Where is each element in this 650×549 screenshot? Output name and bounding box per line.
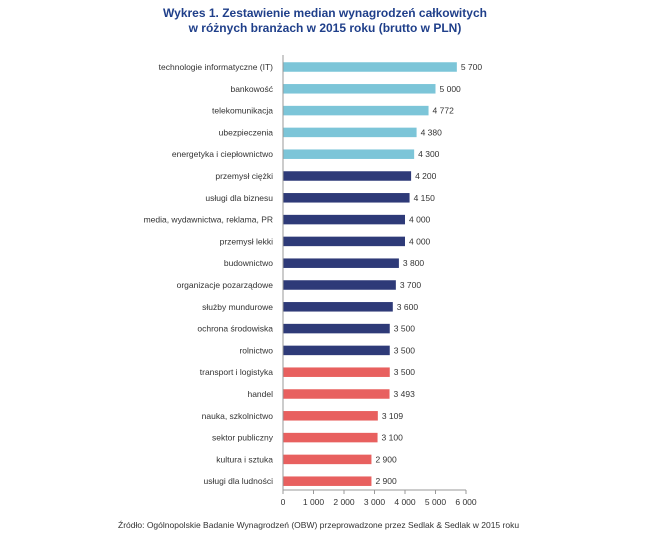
category-label: usługi dla biznesu [205, 193, 273, 203]
x-tick-label: 3 000 [364, 497, 386, 507]
bar [283, 432, 378, 443]
data-label: 3 500 [394, 324, 416, 334]
x-tick-label: 0 [281, 497, 286, 507]
data-label: 3 800 [403, 258, 425, 268]
category-label: transport i logistyka [200, 367, 273, 377]
x-tick-label: 2 000 [333, 497, 355, 507]
data-label: 5 700 [461, 62, 483, 72]
x-tick-label: 4 000 [394, 497, 416, 507]
data-label: 4 200 [415, 171, 437, 181]
data-label: 4 380 [421, 127, 443, 137]
category-label: handel [247, 389, 273, 399]
bar [283, 105, 429, 116]
bar [283, 193, 410, 203]
category-label: nauka, szkolnictwo [202, 411, 274, 421]
category-label: media, wydawnictwa, reklama, PR [144, 215, 273, 225]
bar [283, 323, 390, 334]
category-label: energetyka i ciepłownictwo [172, 149, 273, 159]
x-tick-label: 5 000 [425, 497, 447, 507]
data-label: 3 500 [394, 367, 416, 377]
bar [283, 476, 372, 486]
category-label: przemysł lekki [220, 236, 273, 246]
bar [283, 84, 436, 94]
category-label: organizacje pozarządowe [177, 280, 274, 290]
category-label: służby mundurowe [202, 302, 273, 312]
bar [283, 345, 390, 356]
data-label: 4 300 [418, 149, 440, 159]
category-label: technologie informatyczne (IT) [159, 62, 273, 72]
data-label: 4 150 [414, 193, 436, 203]
data-label: 3 500 [394, 345, 416, 355]
bar [283, 280, 396, 290]
chart-title-line2: w różnych branżach w 2015 roku (brutto w… [188, 21, 462, 35]
category-label: usługi dla ludności [204, 476, 274, 486]
data-label: 3 600 [397, 302, 419, 312]
data-label: 2 900 [375, 476, 397, 486]
data-label: 3 700 [400, 280, 422, 290]
bar [283, 62, 457, 72]
x-tick-label: 1 000 [303, 497, 325, 507]
bar [283, 389, 390, 399]
data-label: 4 772 [433, 106, 455, 116]
category-label: ochrona środowiska [197, 324, 273, 334]
data-label: 3 109 [382, 411, 404, 421]
category-label: ubezpieczenia [219, 127, 274, 137]
data-label: 2 900 [375, 454, 397, 464]
chart-title: Wykres 1. Zestawienie median wynagrodzeń… [0, 6, 650, 36]
category-label: budownictwo [224, 258, 273, 268]
bar [283, 171, 412, 181]
bar [283, 258, 399, 268]
bar [283, 411, 378, 421]
bar [283, 127, 417, 138]
category-label: sektor publiczny [212, 433, 274, 443]
bar [283, 149, 415, 159]
data-label: 3 493 [394, 389, 416, 399]
bar [283, 454, 372, 465]
category-label: przemysł ciężki [215, 171, 273, 181]
category-label: bankowość [230, 84, 273, 94]
bar [283, 236, 405, 247]
data-label: 4 000 [409, 236, 431, 246]
data-label: 3 100 [382, 433, 404, 443]
category-label: telekomunikacja [212, 106, 273, 116]
source-note: Źródło: Ogólnopolskie Badanie Wynagrodze… [118, 520, 520, 530]
bar [283, 367, 390, 377]
bar [283, 214, 405, 225]
data-label: 5 000 [440, 84, 462, 94]
chart-title-line1: Wykres 1. Zestawienie median wynagrodzeń… [163, 6, 487, 20]
x-tick-label: 6 000 [455, 497, 477, 507]
bar [283, 302, 393, 312]
data-label: 4 000 [409, 215, 431, 225]
category-label: rolnictwo [239, 345, 273, 355]
category-label: kultura i sztuka [216, 454, 273, 464]
